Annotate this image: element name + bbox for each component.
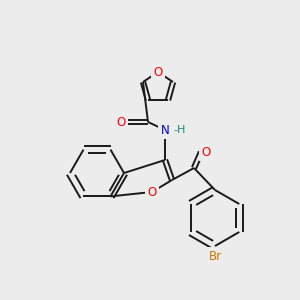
Text: Br: Br — [208, 250, 222, 262]
Text: O: O — [147, 185, 157, 199]
Text: O: O — [153, 65, 163, 79]
Text: N: N — [160, 124, 169, 136]
Text: -H: -H — [174, 125, 186, 135]
Text: O: O — [116, 116, 126, 128]
Text: O: O — [201, 146, 211, 158]
